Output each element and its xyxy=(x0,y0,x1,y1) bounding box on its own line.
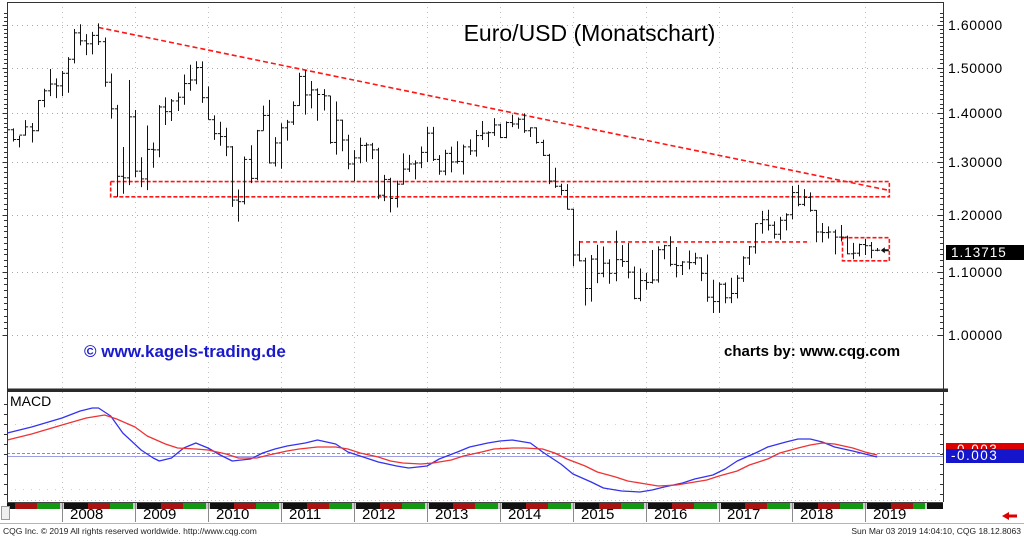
left-arrow-icon xyxy=(1002,508,1018,520)
price-axis-label: 1.20000 xyxy=(948,206,1003,223)
year-label: 2012 xyxy=(362,506,396,523)
annotations xyxy=(98,26,891,262)
year-label: 2014 xyxy=(508,506,542,523)
price-axis-label: 1.50000 xyxy=(948,59,1003,76)
year-tick xyxy=(427,503,428,522)
year-tick xyxy=(135,503,136,522)
year-label: 2013 xyxy=(435,506,469,523)
year-label: 2011 xyxy=(289,506,322,523)
year-tick xyxy=(865,503,866,522)
year-tick xyxy=(62,503,63,522)
year-tick xyxy=(354,503,355,522)
axis-ticks xyxy=(2,13,943,495)
status-bar: CQG Inc. © 2019 All rights reserved worl… xyxy=(0,524,1024,536)
status-copyright-text: CQG Inc. © 2019 All rights reserved worl… xyxy=(3,526,257,536)
year-tick xyxy=(646,503,647,522)
chart-title: Euro/USD (Monatschart) xyxy=(463,20,716,46)
price-axis-label: 1.30000 xyxy=(948,153,1003,170)
year-tick xyxy=(208,503,209,522)
gridlines xyxy=(7,2,943,502)
last-price-badge: 1.13715 xyxy=(946,245,1024,260)
price-axis-label: 1.10000 xyxy=(948,264,1003,281)
macd-panel-label: MACD xyxy=(10,393,52,409)
year-label: 2018 xyxy=(800,506,834,523)
year-tick xyxy=(281,503,282,522)
year-label: 2009 xyxy=(143,506,177,523)
ohlc-bars xyxy=(7,23,881,313)
year-tick xyxy=(500,503,501,522)
axis-corner-box xyxy=(1,506,10,520)
year-tick xyxy=(719,503,720,522)
year-tick xyxy=(792,503,793,522)
bar-color-strip xyxy=(7,503,943,509)
year-tick xyxy=(573,503,574,522)
axis-separator-line xyxy=(0,523,1024,524)
macd-lines xyxy=(7,407,943,493)
year-label: 2019 xyxy=(873,506,907,523)
year-label: 2008 xyxy=(70,506,104,523)
year-label: 2010 xyxy=(216,506,250,523)
status-timestamp-text: Sun Mar 03 2019 14:04:10, CQG 18.12.8063 xyxy=(851,526,1021,536)
chart-frame xyxy=(7,2,948,503)
year-label: 2015 xyxy=(581,506,615,523)
credit-text: charts by: www.cqg.com xyxy=(724,343,901,360)
macd-value-badge: -0.003 xyxy=(946,449,1024,463)
price-axis-label: 1.00000 xyxy=(948,327,1003,343)
year-label: 2016 xyxy=(654,506,688,523)
macd-signal-badge: -0.003 xyxy=(946,443,1024,449)
watermark-text: © www.kagels-trading.de xyxy=(84,342,286,361)
price-axis-label: 1.60000 xyxy=(948,16,1003,33)
price-axis-label: 1.40000 xyxy=(948,105,1003,122)
year-label: 2017 xyxy=(727,506,761,523)
